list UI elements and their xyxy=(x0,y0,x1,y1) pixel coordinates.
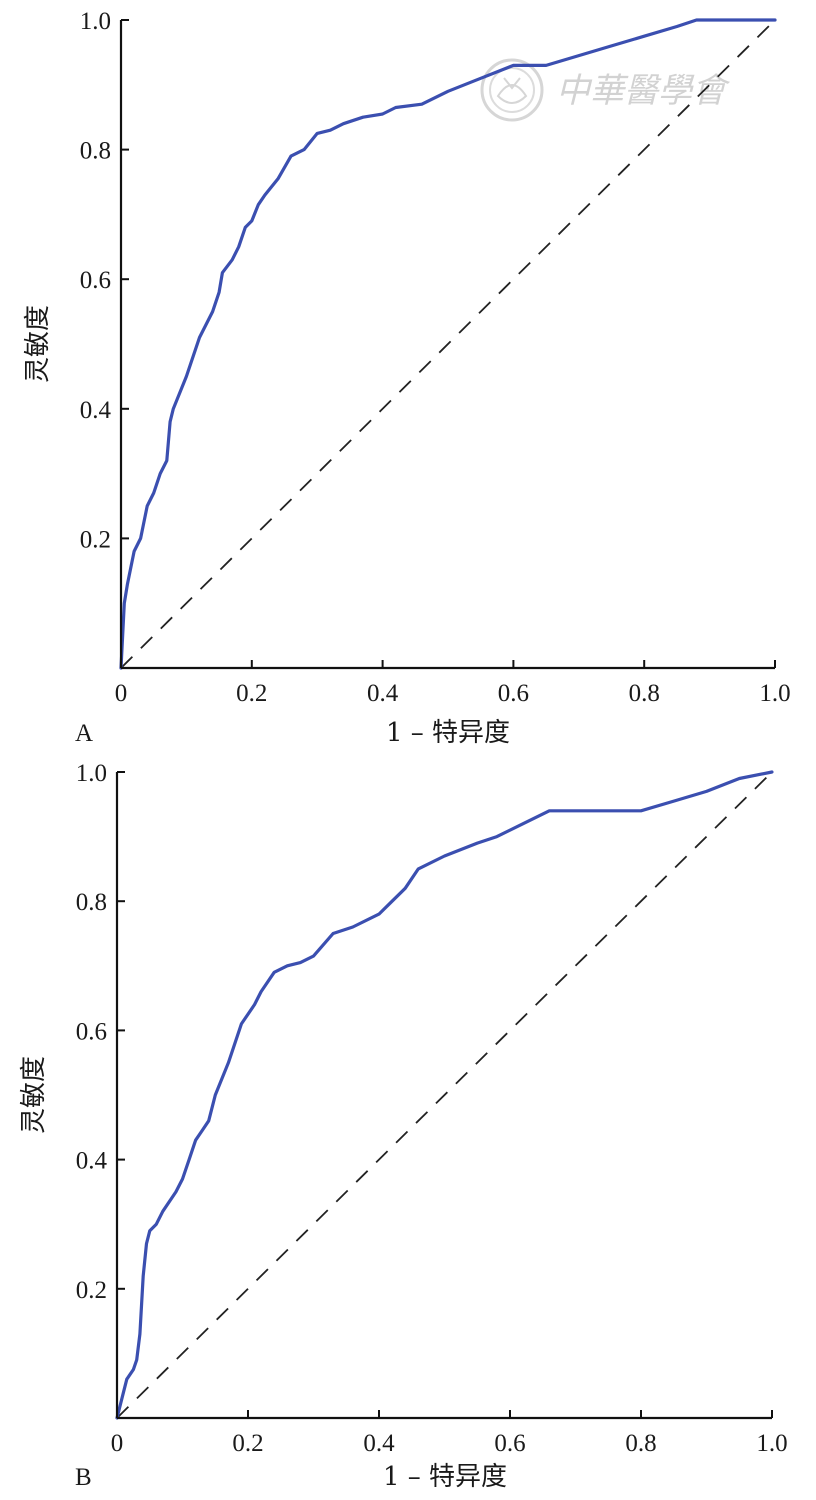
watermark-text: 中華醫學會 xyxy=(556,71,731,111)
panel-a-y-ticks: 0.2 0.4 0.6 0.8 1.0 xyxy=(80,8,129,553)
panel-a-letter: A xyxy=(75,720,93,747)
panel-b-letter: B xyxy=(75,1464,92,1491)
panel-b-reference-line xyxy=(116,771,773,1419)
panel-a-reference-line xyxy=(120,19,776,669)
panel-a-roc-curve xyxy=(119,18,777,670)
panel-a-y-tick-label: 0.6 xyxy=(80,267,111,294)
panel-b-x-axis-title: 1 – 特异度 xyxy=(383,1462,507,1492)
panel-a-y-axis-title: 灵敏度 xyxy=(23,305,53,383)
panel-b-y-axis-title: 灵敏度 xyxy=(19,1056,49,1134)
panel-a-y-tick-label: 0.8 xyxy=(80,138,111,165)
panel-a-x-axis-title: 1 – 特异度 xyxy=(386,718,510,748)
panel-b-x-tick-label: 0.8 xyxy=(625,1430,656,1457)
panel-a-x-tick-label: 1.0 xyxy=(759,680,790,707)
panel-b-y-tick-label: 0.4 xyxy=(76,1148,108,1175)
panel-a-x-tick-label: 0.8 xyxy=(629,680,660,707)
panel-b-x-tick-label: 0 xyxy=(111,1430,124,1457)
panel-b-x-tick-label: 0.2 xyxy=(232,1430,263,1457)
watermark: 中華醫學會 xyxy=(480,58,731,122)
watermark-seal-icon xyxy=(480,58,544,122)
panel-b-y-tick-label: 0.8 xyxy=(76,889,107,916)
panel-a-reference-series xyxy=(120,19,776,669)
panel-b: 0 0.2 0.4 0.6 0.8 1.0 0.2 0.4 0.6 0.8 1.0 B 1 – 特… xyxy=(19,760,788,1492)
panel-b-y-ticks: 0.2 0.4 0.6 0.8 1.0 xyxy=(76,760,125,1304)
panel-a-x-tick-label: 0 xyxy=(115,680,128,707)
panel-b-x-tick-label: 0.6 xyxy=(494,1430,525,1457)
panel-b-x-tick-label: 1.0 xyxy=(756,1430,787,1457)
panel-b-y-tick-label: 1.0 xyxy=(76,760,107,787)
panel-a-x-tick-label: 0.2 xyxy=(236,680,267,707)
panel-b-roc-series xyxy=(115,770,774,1420)
panel-b-x-tick-label: 0.4 xyxy=(363,1430,395,1457)
panel-a-y-tick-label: 1.0 xyxy=(80,8,111,35)
panel-b-x-ticks: 0 0.2 0.4 0.6 0.8 1.0 xyxy=(111,1410,788,1457)
panel-a-x-tick-label: 0.6 xyxy=(498,680,529,707)
panel-a-y-tick-label: 0.4 xyxy=(80,397,112,424)
panel-a-x-ticks: 0 0.2 0.4 0.6 0.8 1.0 xyxy=(115,660,791,707)
panel-b-y-tick-label: 0.6 xyxy=(76,1018,107,1045)
panel-b-roc-curve xyxy=(115,770,774,1420)
panel-a-x-tick-label: 0.4 xyxy=(367,680,399,707)
panel-a: 0 0.2 0.4 0.6 0.8 1.0 0.2 0.4 0.6 0.8 1.0 A 1 – 特… xyxy=(23,8,791,748)
panel-a-roc-series xyxy=(119,18,777,670)
panel-a-y-tick-label: 0.2 xyxy=(80,526,111,553)
panel-b-reference-series xyxy=(116,771,773,1419)
panel-b-y-tick-label: 0.2 xyxy=(76,1277,107,1304)
